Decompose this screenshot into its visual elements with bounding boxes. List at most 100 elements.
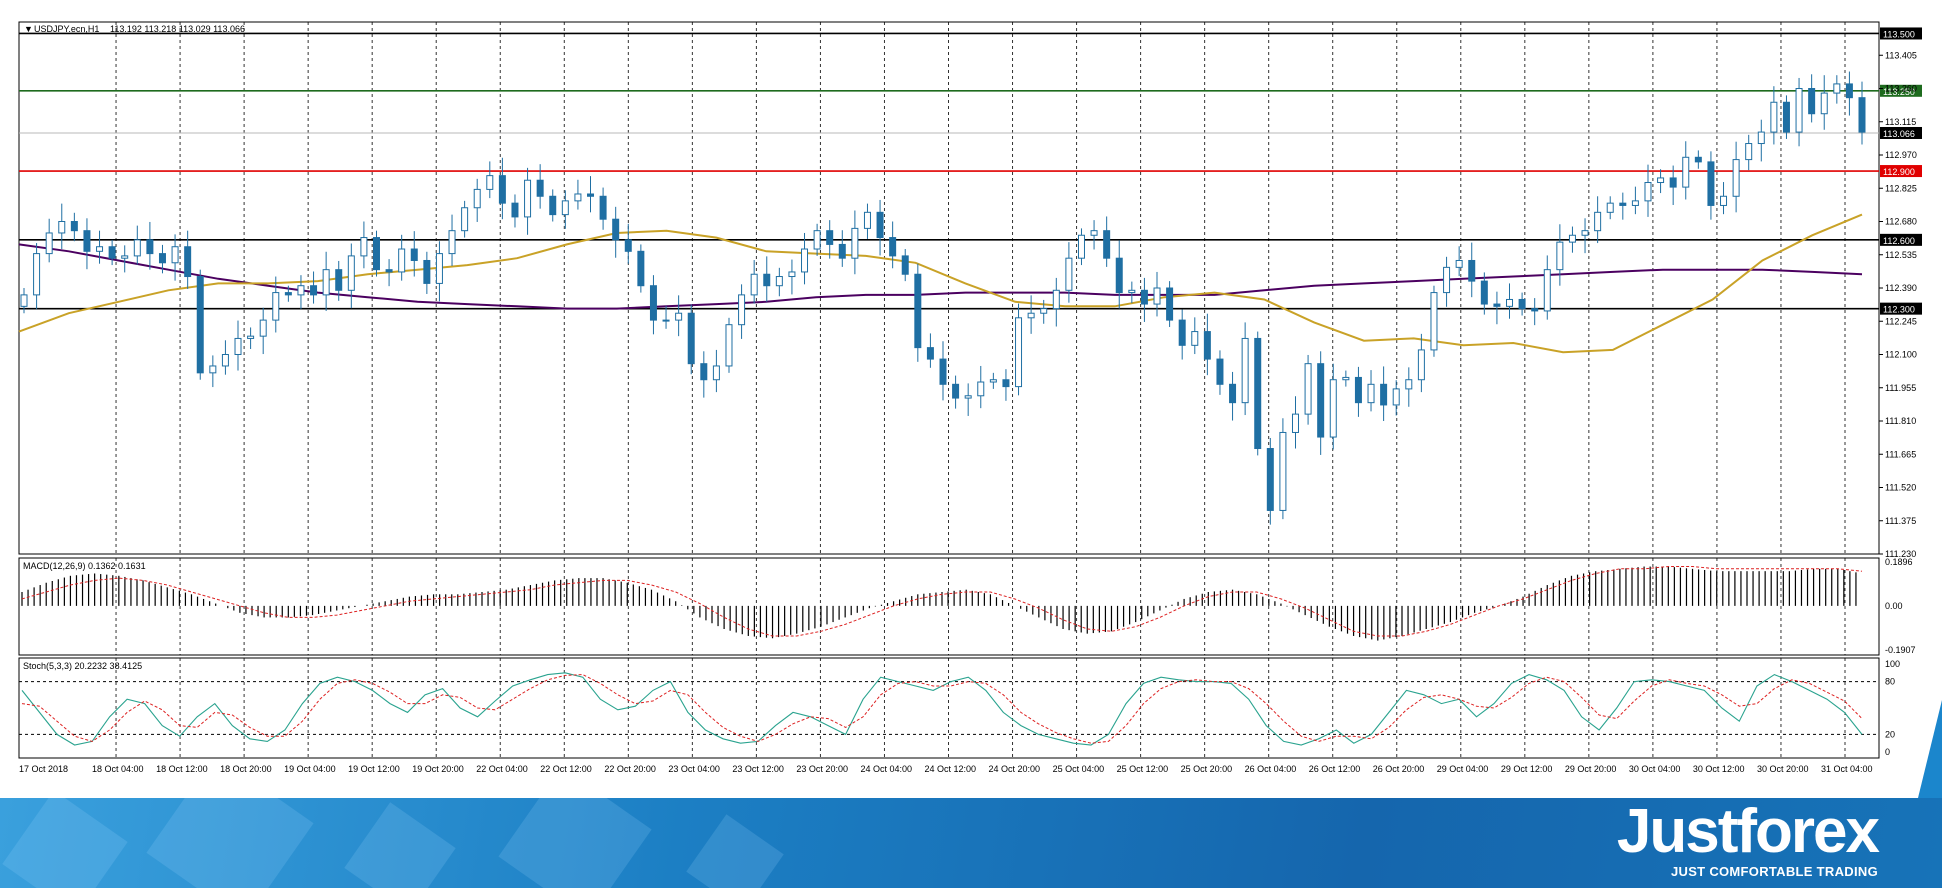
price-tick-label: 113.115 bbox=[1885, 117, 1916, 127]
price-tick-label: 111.810 bbox=[1885, 416, 1916, 426]
candle bbox=[662, 305, 670, 329]
candle-body-down bbox=[637, 250, 645, 287]
current-price-label: 113.066 bbox=[1883, 129, 1915, 139]
candle-body-down bbox=[158, 253, 166, 264]
candle bbox=[70, 212, 78, 242]
time-tick-label: 22 Oct 20:00 bbox=[604, 764, 656, 774]
candle-body-down bbox=[612, 218, 620, 241]
time-tick-label: 19 Oct 20:00 bbox=[412, 764, 464, 774]
candle-body-up bbox=[435, 253, 443, 284]
time-tick-label: 30 Oct 20:00 bbox=[1757, 764, 1809, 774]
candle-body-up bbox=[851, 227, 859, 259]
candle bbox=[322, 251, 330, 311]
candle-body-down bbox=[876, 211, 884, 239]
candle-body-up bbox=[813, 230, 821, 250]
candle-body-down bbox=[1493, 303, 1501, 307]
candle-body-up bbox=[1342, 376, 1350, 381]
candle-body-up bbox=[989, 379, 997, 383]
candle bbox=[1329, 363, 1337, 450]
candle-body-up bbox=[121, 255, 129, 259]
candle-body-down bbox=[889, 237, 897, 257]
candle-body-down bbox=[1229, 383, 1237, 404]
candle bbox=[310, 271, 318, 304]
time-tick-label: 24 Oct 12:00 bbox=[925, 764, 977, 774]
candle-body-up bbox=[1367, 383, 1375, 404]
candle bbox=[1266, 437, 1274, 525]
candle bbox=[1216, 350, 1224, 395]
macd-tick-label: 0.00 bbox=[1885, 601, 1903, 611]
time-tick-label: 26 Oct 20:00 bbox=[1373, 764, 1425, 774]
time-tick-label: 18 Oct 20:00 bbox=[220, 764, 272, 774]
candle-body-up bbox=[347, 255, 355, 291]
symbol-dropdown-icon[interactable]: ▼ bbox=[24, 24, 33, 34]
candle-body-up bbox=[675, 312, 683, 321]
time-tick-label: 29 Oct 04:00 bbox=[1437, 764, 1489, 774]
candle bbox=[146, 221, 154, 270]
candle-body-up bbox=[1065, 257, 1073, 291]
candle-body-up bbox=[58, 221, 66, 234]
price-tick-label: 112.100 bbox=[1885, 350, 1917, 360]
level-price-tag bbox=[1880, 302, 1922, 315]
candle bbox=[1115, 240, 1123, 309]
candle-body-up bbox=[209, 365, 217, 374]
candle bbox=[83, 218, 91, 270]
time-axis: 17 Oct 2018 18 Oct 04:00 18 Oct 12:00 18 Oc… bbox=[19, 764, 1873, 774]
macd-tick-label: 0.1896 bbox=[1885, 557, 1913, 567]
candle-body-up bbox=[1077, 234, 1085, 259]
price-tick-label: 111.955 bbox=[1885, 383, 1916, 393]
candle-body-up bbox=[1090, 230, 1098, 236]
candle-body-down bbox=[1808, 88, 1816, 115]
candle bbox=[838, 230, 846, 267]
time-tick-label: 22 Oct 04:00 bbox=[476, 764, 528, 774]
candle-body-up bbox=[1720, 195, 1728, 206]
candle-body-down bbox=[1266, 448, 1274, 511]
stoch-tick-label: 80 bbox=[1885, 677, 1895, 687]
candle-body-down bbox=[1254, 337, 1262, 450]
candle bbox=[624, 223, 632, 264]
candle-body-up bbox=[574, 193, 582, 202]
candle-body-up bbox=[1241, 337, 1249, 404]
candle bbox=[863, 203, 871, 239]
level-price-label: 113.250 bbox=[1883, 87, 1915, 97]
candle-body-down bbox=[1518, 298, 1526, 310]
candle bbox=[1279, 418, 1287, 520]
candle-body-down bbox=[423, 259, 431, 284]
candle bbox=[297, 275, 305, 310]
candle-body-up bbox=[1795, 88, 1803, 133]
candle-body-up bbox=[1052, 289, 1060, 310]
candle-body-down bbox=[826, 230, 834, 245]
price-tick-label: 112.245 bbox=[1885, 316, 1917, 326]
candle bbox=[574, 179, 582, 210]
candle bbox=[536, 164, 544, 209]
candle-body-down bbox=[1140, 289, 1148, 305]
candle-body-up bbox=[1644, 182, 1652, 202]
candle-body-up bbox=[1833, 83, 1841, 94]
candle-body-up bbox=[1153, 287, 1161, 305]
candle-body-up bbox=[133, 239, 141, 257]
candle-body-down bbox=[1216, 358, 1224, 385]
candle-body-down bbox=[184, 246, 192, 278]
time-tick-label: 31 Oct 04:00 bbox=[1821, 764, 1873, 774]
candle bbox=[1040, 299, 1048, 324]
candle-body-up bbox=[662, 319, 670, 322]
candle bbox=[1304, 354, 1312, 425]
candle bbox=[1720, 182, 1728, 215]
candle-body-down bbox=[1354, 376, 1362, 404]
candle bbox=[1052, 277, 1060, 327]
candle-body-up bbox=[486, 175, 494, 190]
candle bbox=[1820, 75, 1828, 130]
candle bbox=[1631, 186, 1639, 215]
level-price-label: 112.600 bbox=[1883, 236, 1915, 246]
candle-body-down bbox=[498, 175, 506, 204]
candle bbox=[561, 190, 569, 229]
candlesticks bbox=[20, 71, 1866, 525]
candle-body-up bbox=[712, 365, 720, 381]
candle-body-down bbox=[310, 285, 318, 296]
candle bbox=[725, 317, 733, 373]
time-tick-label: 26 Oct 04:00 bbox=[1245, 764, 1297, 774]
candle-body-up bbox=[964, 395, 972, 399]
candle-body-up bbox=[171, 246, 179, 264]
candle-body-down bbox=[1694, 156, 1702, 163]
time-tick-label: 23 Oct 04:00 bbox=[668, 764, 720, 774]
candle bbox=[675, 295, 683, 337]
